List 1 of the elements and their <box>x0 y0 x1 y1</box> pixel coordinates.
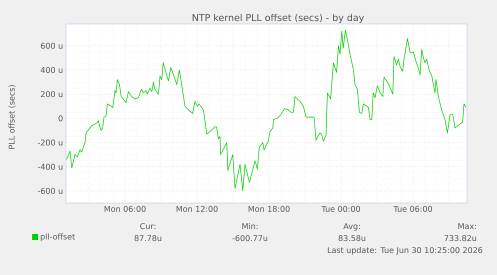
chart-title: NTP kernel PLL offset (secs) - by day <box>192 14 364 23</box>
